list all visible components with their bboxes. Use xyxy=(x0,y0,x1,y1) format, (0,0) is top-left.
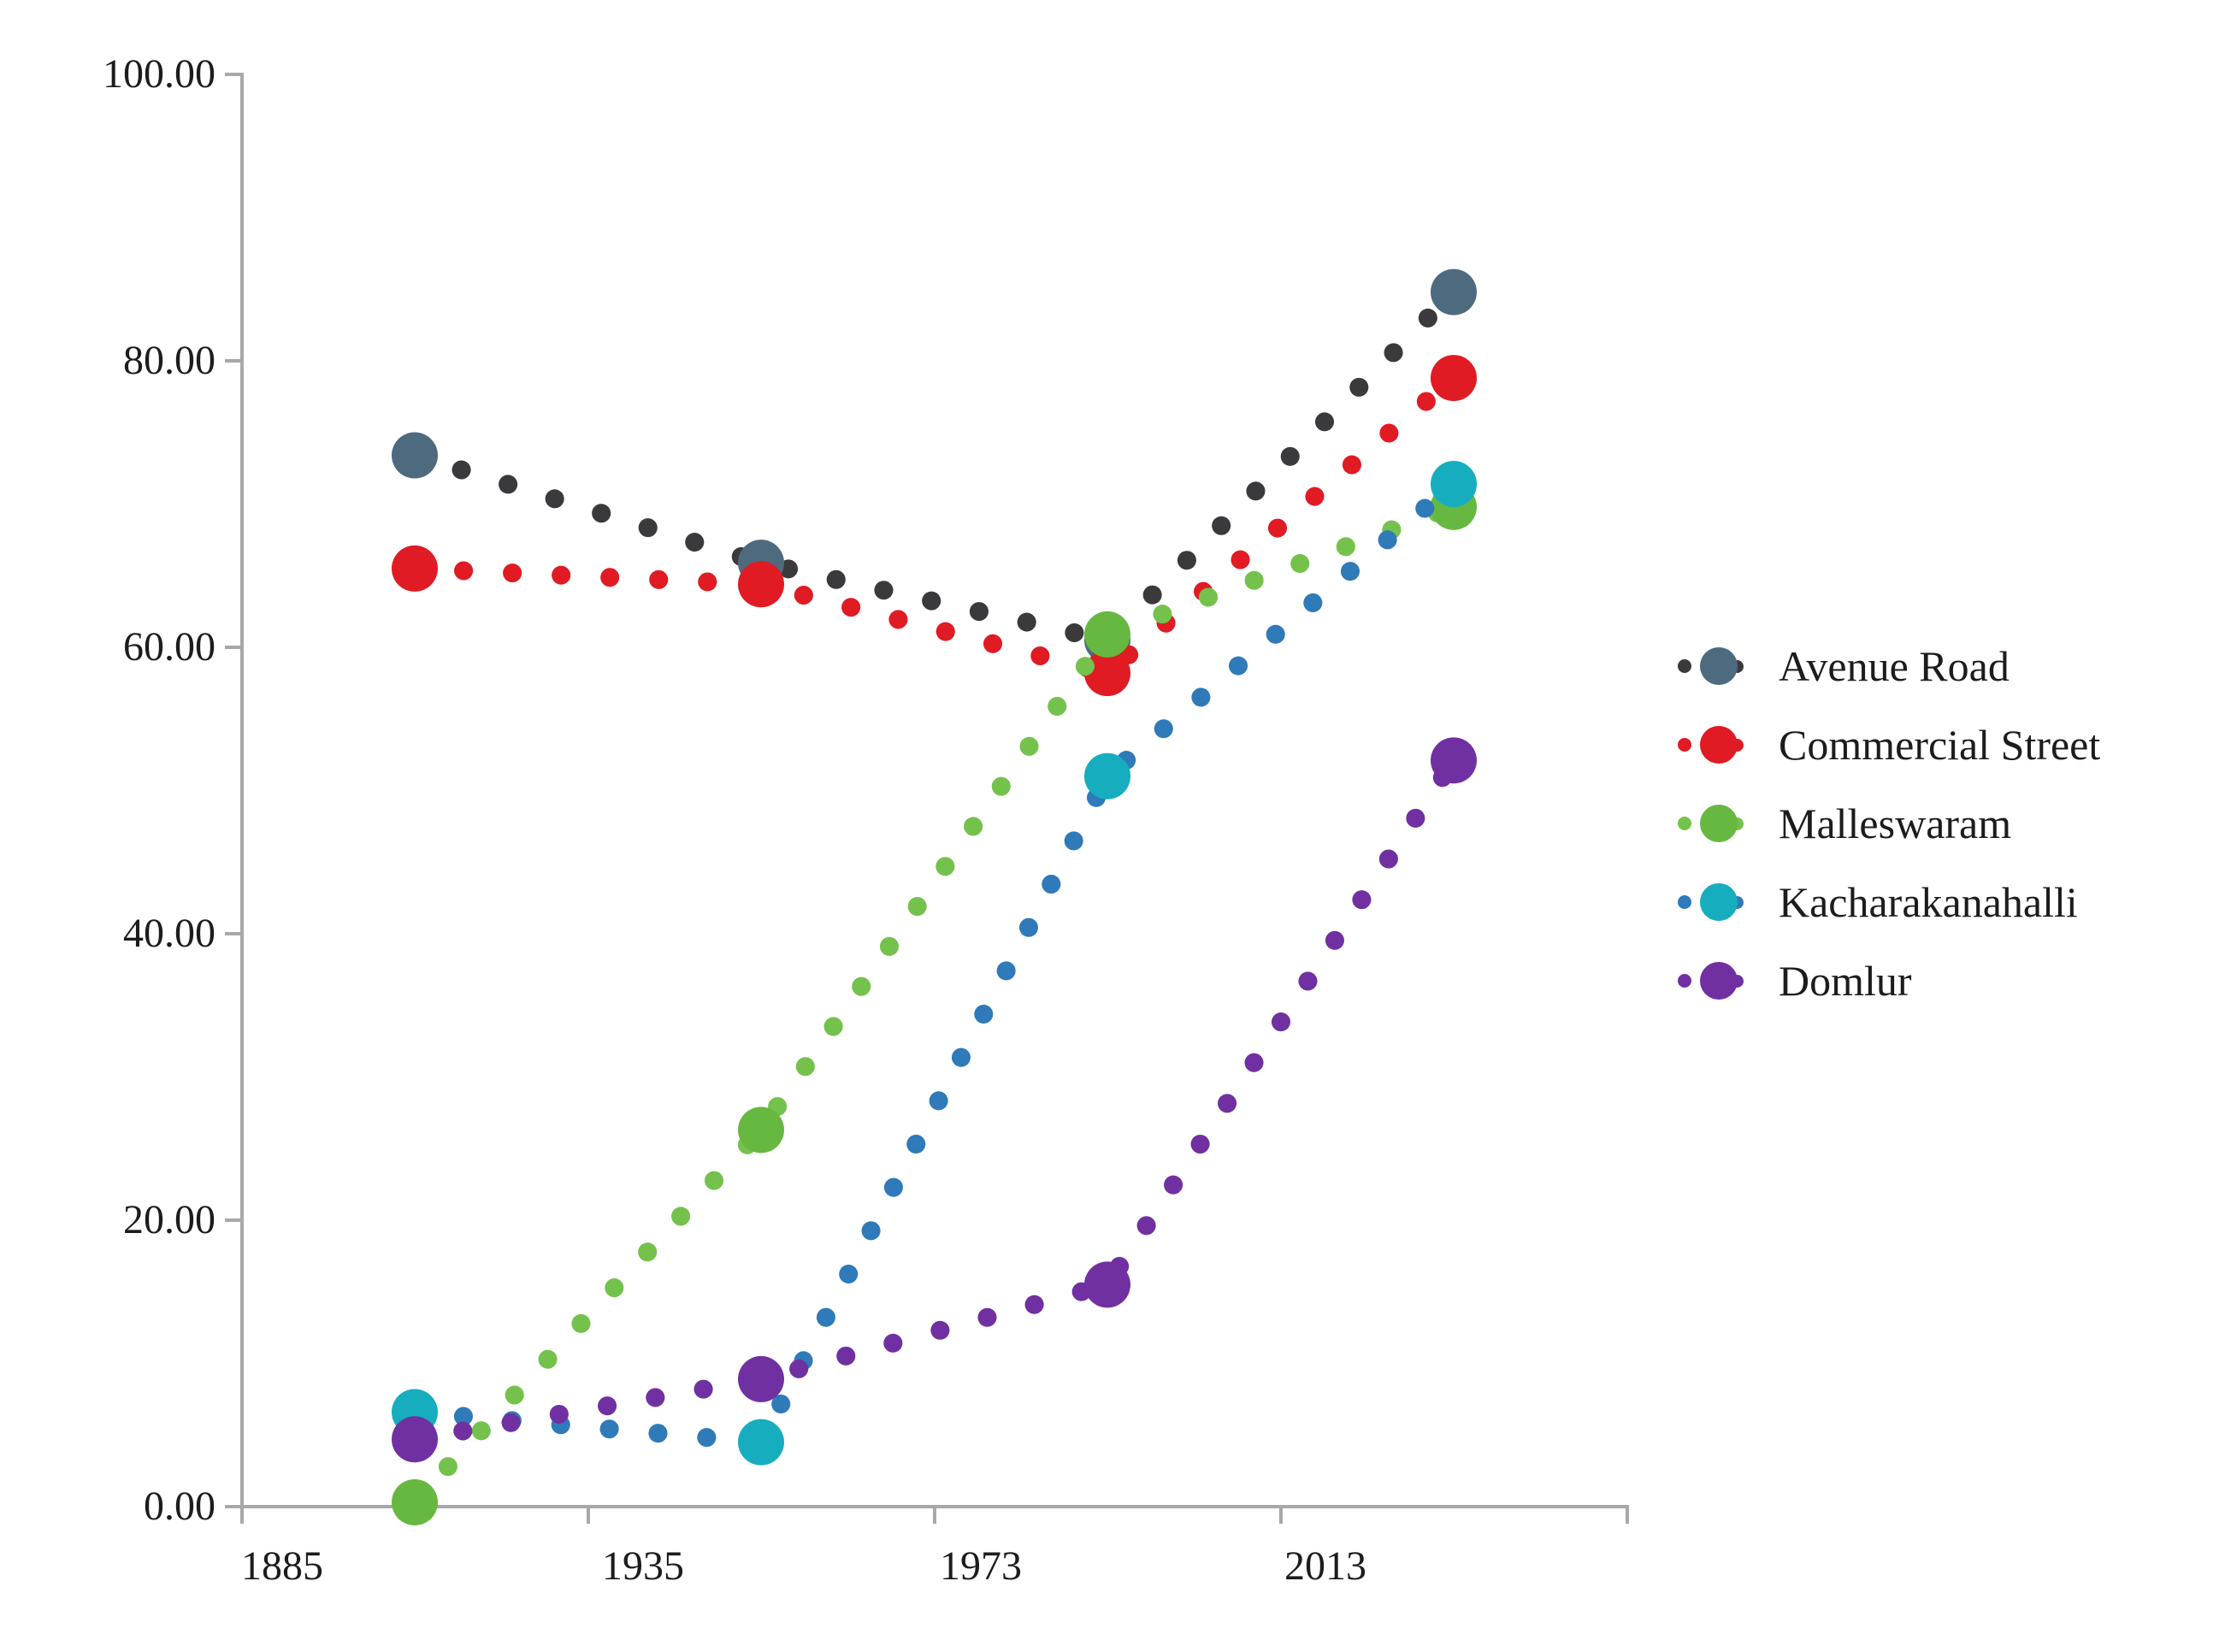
series-malleswaram xyxy=(392,483,1477,1525)
legend-marker-dotted-line-icon xyxy=(1678,805,1779,842)
legend-marker-dot-icon xyxy=(1700,805,1738,842)
x-tick-label: 1973 xyxy=(940,1543,1022,1589)
series-commercial-street xyxy=(392,355,1477,697)
legend-item-avenue-road: Avenue Road xyxy=(1678,641,2100,691)
legend-line-dot-icon xyxy=(1678,974,1691,988)
legend-marker-dot-icon xyxy=(1700,883,1738,921)
y-tick-label: 100.00 xyxy=(103,51,215,97)
legend-item-malleswaram: Malleswaram xyxy=(1678,799,2100,848)
legend-marker-dot-icon xyxy=(1700,726,1738,764)
legend-marker-dotted-line-icon xyxy=(1678,962,1779,1000)
legend-label: Avenue Road xyxy=(1779,642,2010,690)
legend-item-commercial-street: Commercial Street xyxy=(1678,720,2100,770)
legend-marker-dot-icon xyxy=(1700,647,1738,685)
legend-label: Malleswaram xyxy=(1779,799,2012,847)
series-kacharakanahalli xyxy=(392,461,1477,1466)
legend-line-dot-icon xyxy=(1678,895,1691,909)
x-tick-label: 1935 xyxy=(602,1543,684,1589)
legend-label: Commercial Street xyxy=(1779,721,2101,769)
legend-marker-dotted-line-icon xyxy=(1678,883,1779,921)
legend-marker-dot-icon xyxy=(1700,962,1738,1000)
legend-label: Kacharakanahalli xyxy=(1779,878,2078,926)
y-tick-label: 20.00 xyxy=(123,1197,215,1242)
legend-item-kacharakanahalli: Kacharakanahalli xyxy=(1678,877,2100,927)
legend-marker-dotted-line-icon xyxy=(1678,726,1779,764)
legend-item-domlur: Domlur xyxy=(1678,956,2100,1006)
chart-legend: Avenue Road Commercial Street Malleswara… xyxy=(1678,641,2100,1006)
y-tick-label: 80.00 xyxy=(123,338,215,383)
series-domlur xyxy=(392,737,1477,1463)
legend-line-dot-icon xyxy=(1678,817,1691,830)
axes xyxy=(225,73,1629,1524)
legend-line-dot-icon xyxy=(1678,738,1691,752)
y-tick-label: 60.00 xyxy=(123,624,215,670)
legend-label: Domlur xyxy=(1779,957,1912,1005)
x-tick-label: 2013 xyxy=(1284,1543,1366,1589)
x-tick-label: 1885 xyxy=(241,1543,323,1589)
y-tick-label: 40.00 xyxy=(123,911,215,956)
legend-marker-dotted-line-icon xyxy=(1678,647,1779,685)
legend-line-dot-icon xyxy=(1678,659,1691,673)
y-tick-label: 0.00 xyxy=(144,1484,215,1529)
